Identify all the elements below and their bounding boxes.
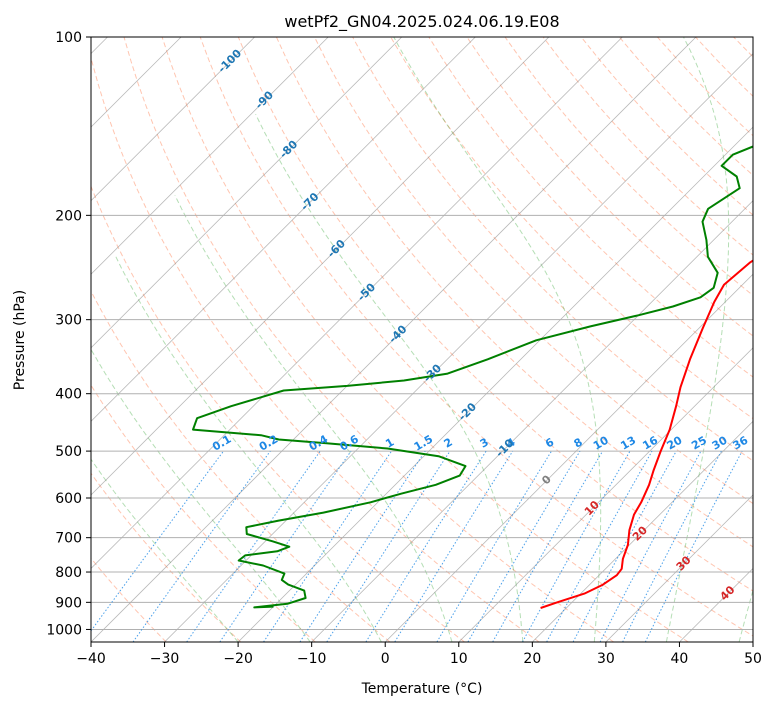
axis-ticks: −40 −30 −20 −10 0 10 20 30 40 50 100 200 300 400 500 60… (46, 30, 762, 667)
dry-adiabat-line (352, 37, 753, 462)
isotherm-line (91, 37, 476, 422)
moist-adiabat-line (255, 113, 524, 642)
isotherm-line (91, 37, 623, 570)
sounding-profiles (192, 145, 753, 609)
isotherm-line (311, 200, 753, 642)
dry-adiabat-line (275, 37, 753, 548)
isotherm-line (605, 494, 753, 642)
isotherm-line (164, 52, 753, 642)
isotherm-line (91, 37, 550, 496)
mixing-ratio-line (132, 450, 271, 642)
mixing-ratio-line (599, 450, 702, 642)
background-reference-lines (91, 37, 753, 642)
moist-adiabat-line (91, 458, 239, 642)
dry-adiabat-line (428, 37, 753, 378)
y-axis-label: Pressure (hPa) (12, 290, 28, 390)
y-tick-label: 400 (55, 387, 82, 403)
y-tick-label: 900 (55, 595, 82, 611)
y-tick-label: 800 (55, 565, 82, 581)
dry-adiabat-line (91, 55, 540, 642)
x-axis-label: Temperature (°C) (361, 681, 483, 697)
isotherm-line (91, 37, 255, 202)
dry-adiabat-line (91, 472, 242, 642)
x-tick-label: 40 (671, 651, 689, 667)
mixing-ratio-line (365, 450, 487, 642)
mixing-ratio-line (436, 450, 552, 642)
dry-adiabat-line (161, 37, 689, 642)
y-tick-label: 200 (55, 208, 82, 224)
dry-adiabat-line (199, 37, 753, 637)
x-tick-label: 0 (381, 651, 390, 667)
moist-adiabat-line (115, 256, 382, 642)
moist-adiabat-line (393, 37, 602, 642)
x-tick-label: −40 (76, 651, 106, 667)
isotherm-line (384, 273, 753, 642)
profile-line (192, 145, 753, 609)
mixing-ratio-line (326, 450, 451, 642)
mixing-ratio-line (394, 450, 514, 642)
isotherm-line (532, 420, 753, 642)
mixing-ratio-line (522, 450, 631, 642)
x-tick-label: −10 (297, 651, 327, 667)
chart-title: wetPf2_GN04.2025.024.06.19.E08 (284, 12, 559, 32)
x-tick-label: 20 (523, 651, 541, 667)
y-tick-label: 300 (55, 313, 82, 329)
dry-adiabat-line (91, 384, 316, 642)
x-tick-label: −20 (223, 651, 253, 667)
dry-adiabat-line (390, 37, 753, 420)
x-tick-label: 10 (450, 651, 468, 667)
x-tick-label: 30 (597, 651, 615, 667)
y-tick-label: 600 (55, 491, 82, 507)
isotherm-line (91, 37, 329, 275)
dry-adiabat-line (91, 557, 167, 642)
isotherm-line (91, 37, 697, 642)
dry-adiabat-line (237, 37, 753, 592)
mixing-ratio-line (263, 450, 392, 642)
mixing-ratio-line (622, 450, 722, 642)
mixing-ratio-line (91, 450, 224, 632)
isotherm-line (458, 347, 753, 642)
mixing-ratio-line (186, 450, 321, 642)
dry-adiabat-line (314, 37, 753, 505)
profile-line (540, 259, 753, 609)
y-tick-label: 1000 (46, 622, 82, 638)
y-tick-label: 100 (55, 30, 82, 46)
moist-adiabat-line (665, 37, 730, 642)
mixing-ratio-line (572, 450, 677, 642)
dry-adiabat-line (91, 185, 465, 642)
mixing-ratio-line (219, 450, 352, 642)
dry-adiabat-line (91, 290, 391, 642)
dry-adiabat-line (504, 37, 753, 296)
mixing-ratio-line (644, 450, 743, 642)
plot-frame (90, 36, 754, 643)
x-tick-label: −30 (150, 651, 180, 667)
isotherm-line (91, 37, 403, 349)
moist-adiabat-line (174, 195, 453, 642)
mixing-ratio-line (546, 450, 653, 642)
y-tick-label: 500 (55, 444, 82, 460)
dry-adiabat-line (123, 37, 614, 642)
x-tick-label: 50 (744, 651, 762, 667)
y-tick-label: 700 (55, 531, 82, 547)
